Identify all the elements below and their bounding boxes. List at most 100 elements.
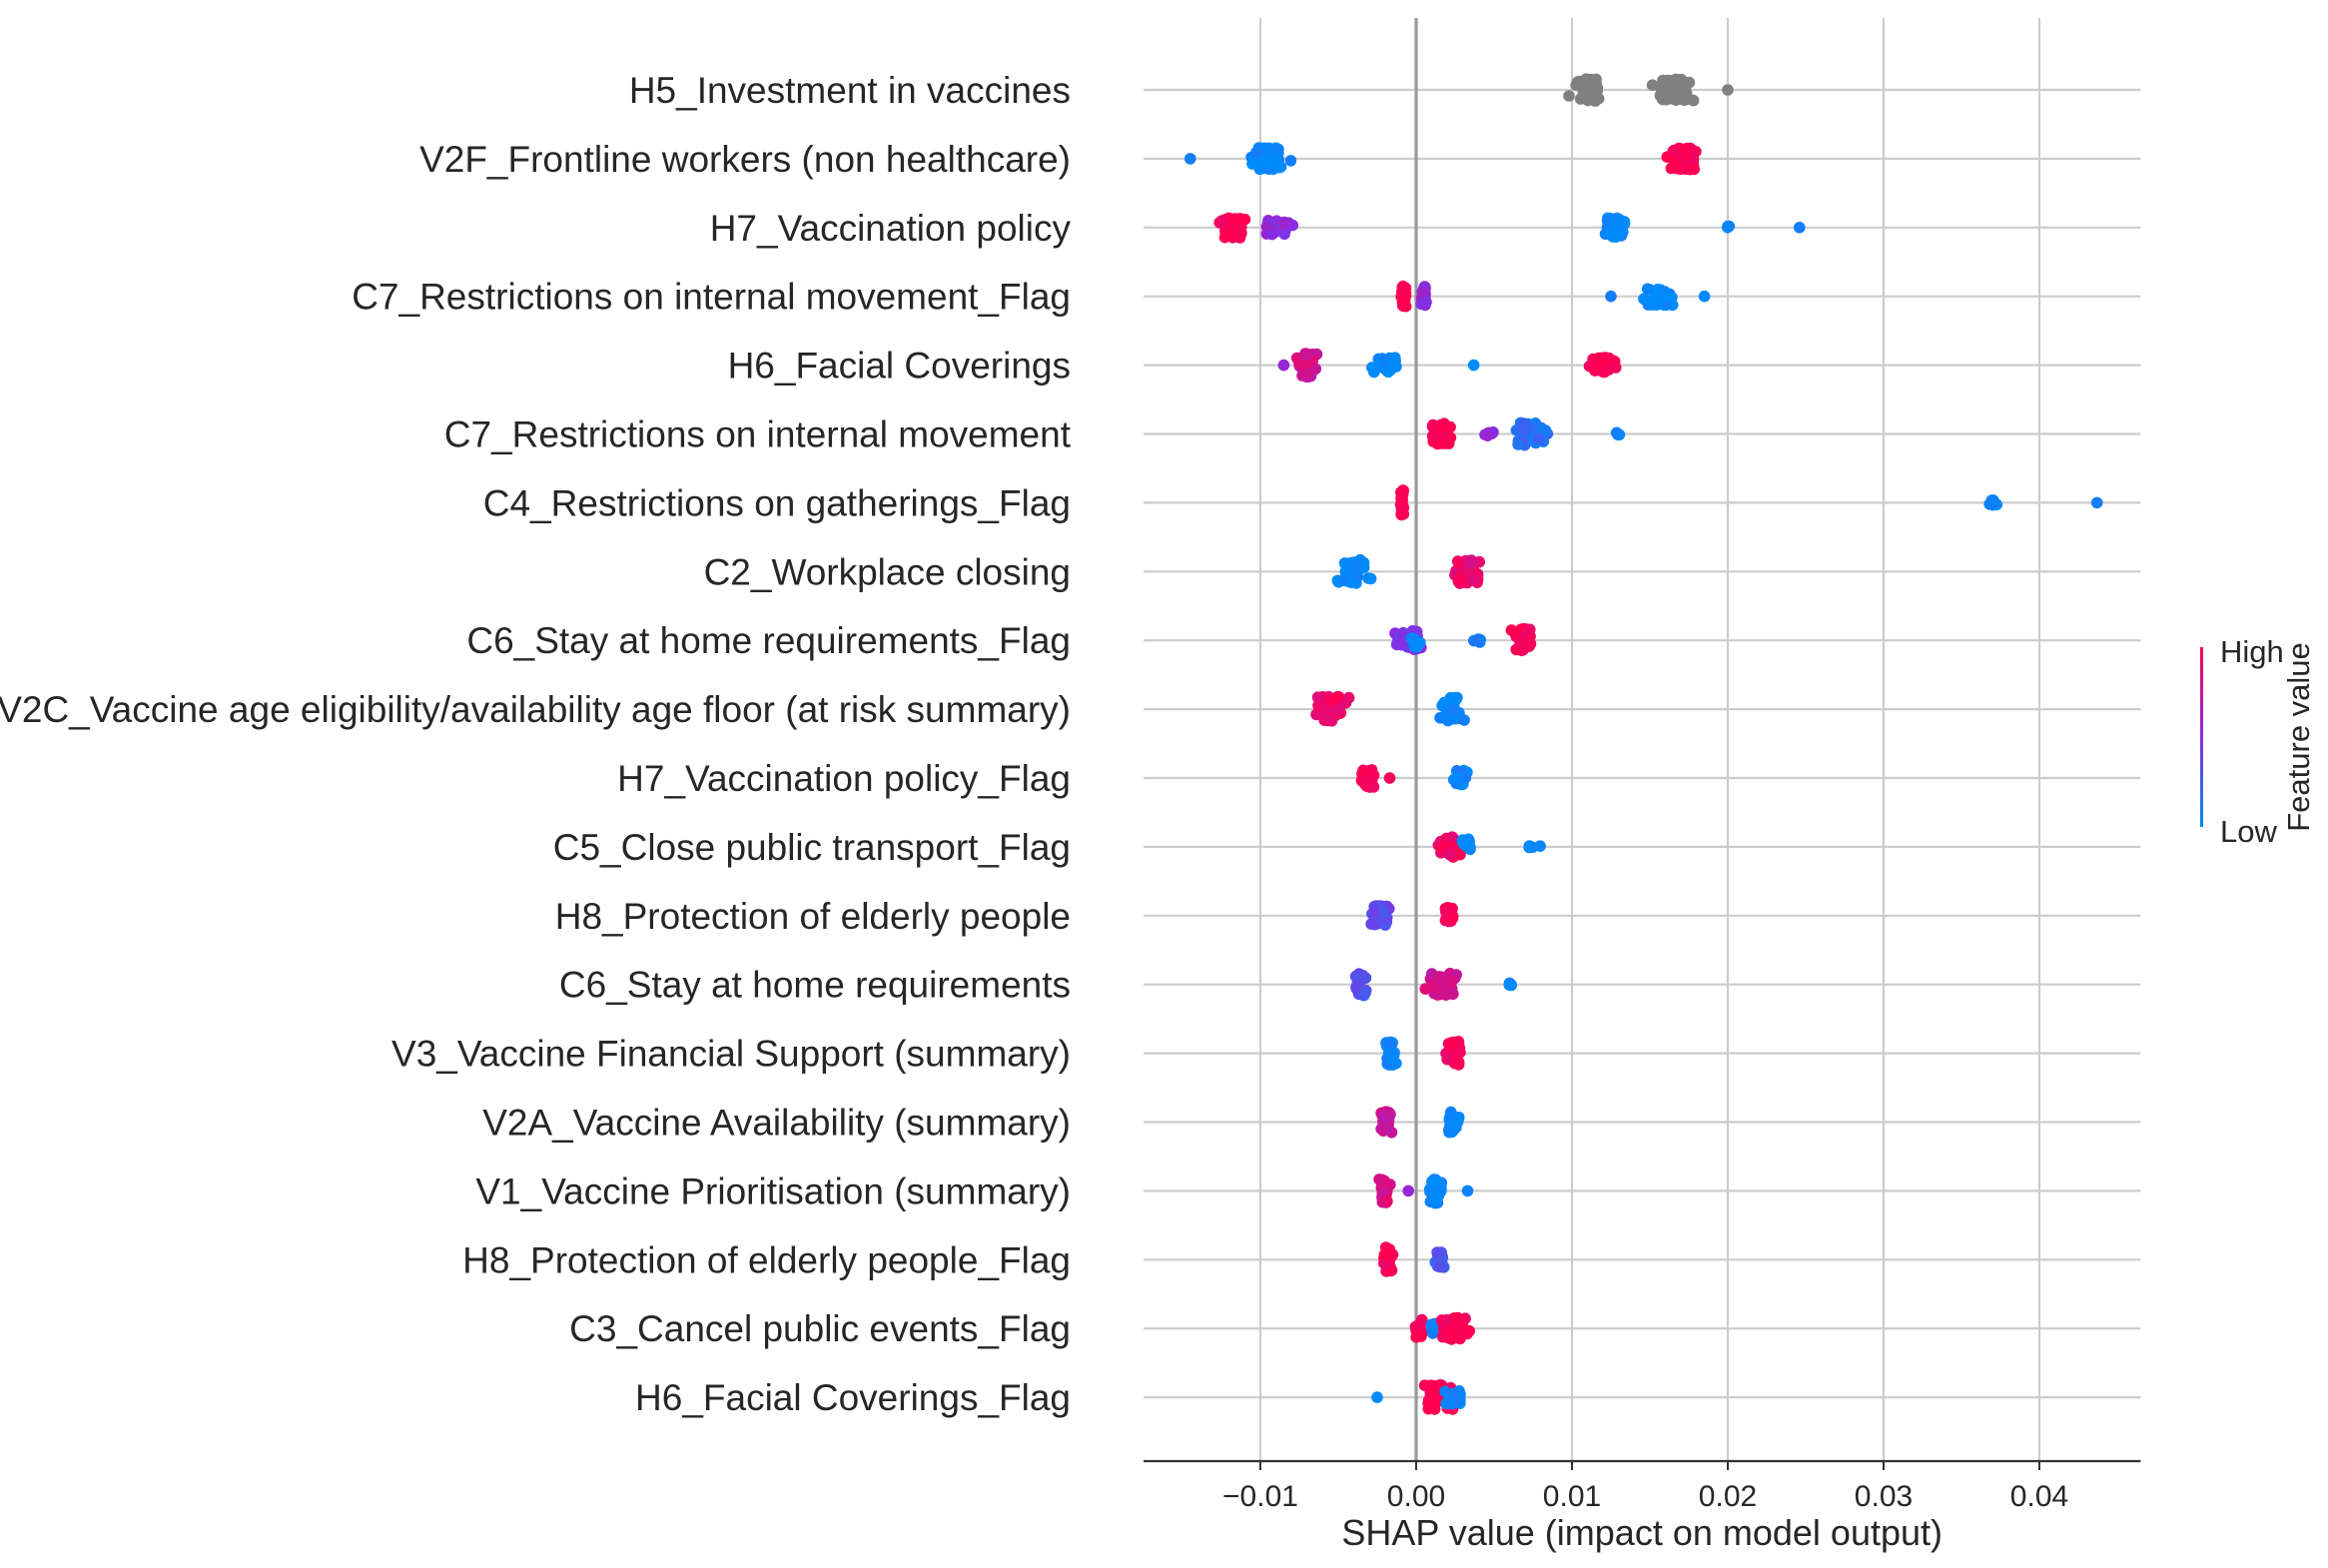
shap-point-8-0-25: [1390, 638, 1403, 651]
shap-point-4-4-37: [1610, 362, 1622, 374]
shap-point-16-3-0: [1461, 1184, 1474, 1197]
shap-point-7-0-43: [1348, 560, 1361, 572]
shap-point-14-1-39: [1441, 1053, 1453, 1066]
shap-point-19-0-0: [1371, 1391, 1383, 1403]
shap-point-2-1-24: [1265, 228, 1278, 241]
shap-point-16-0-33: [1376, 1185, 1389, 1198]
feature-label-7: C2_Workplace closing: [704, 551, 1071, 592]
shap-point-15-1-29: [1449, 1118, 1461, 1131]
shap-point-9-1-41: [1458, 714, 1470, 726]
shap-point-17-1-18: [1433, 1260, 1446, 1273]
shap-point-0-0-51: [1587, 91, 1599, 103]
shap-point-13-0-16: [1349, 970, 1362, 983]
shap-point-7-0-44: [1351, 570, 1363, 583]
shap-point-2-1-16: [1278, 228, 1290, 241]
shap-point-11-1-14: [1460, 837, 1473, 849]
shap-point-5-2-44: [1517, 417, 1530, 429]
x-tick-label-1: 0.00: [1387, 1480, 1445, 1513]
shap-point-4-1-0: [1277, 359, 1290, 372]
shap-point-0-1-69: [1676, 76, 1688, 88]
shap-point-10-0-29: [1361, 774, 1373, 786]
feature-label-8: C6_Stay at home requirements_Flag: [466, 620, 1071, 661]
colorbar-gradient: [2200, 647, 2203, 827]
shap-point-17-0-37: [1379, 1257, 1391, 1270]
x-tick-label-5: 0.04: [2010, 1480, 2068, 1513]
shap-point-12-1-19: [1446, 912, 1459, 925]
feature-label-16: V1_Vaccine Prioritisation (summary): [475, 1171, 1071, 1211]
shap-point-14-1-37: [1451, 1045, 1463, 1057]
shap-point-18-0-13: [1413, 1321, 1425, 1333]
shap-point-8-3-39: [1521, 632, 1534, 644]
feature-label-13: C6_Stay at home requirements: [559, 965, 1071, 1006]
x-axis-title: SHAP value (impact on model output): [1341, 1512, 1942, 1553]
shap-point-19-2-14: [1452, 1395, 1465, 1407]
shap-point-13-1-17: [1419, 983, 1431, 995]
shap-point-3-2-44: [1663, 291, 1675, 303]
shap-point-7-0-39: [1338, 573, 1350, 585]
shap-point-13-0-14: [1359, 972, 1372, 984]
feature-label-2: H7_Vaccination policy: [710, 208, 1072, 249]
shap-point-3-0-25: [1399, 300, 1412, 313]
shap-point-16-2-29: [1431, 1176, 1444, 1188]
shap-point-0-0-32: [1563, 90, 1575, 102]
shap-point-7-0-20: [1362, 572, 1374, 584]
feature-label-10: H7_Vaccination policy_Flag: [617, 758, 1071, 799]
shap-point-6-1-7: [1986, 498, 1999, 511]
feature-label-5: C7_Restrictions on internal movement: [444, 414, 1072, 455]
shap-point-5-0-35: [1431, 437, 1444, 450]
shap-point-18-2-43: [1463, 1324, 1475, 1337]
shap-point-4-2-34: [1388, 360, 1401, 372]
colorbar-high-label: High: [2220, 634, 2284, 669]
shap-point-13-1-48: [1437, 971, 1449, 984]
shap-point-2-0-44: [1229, 228, 1242, 241]
shap-point-2-2-32: [1613, 218, 1626, 231]
shap-point-8-2-7: [1472, 635, 1484, 647]
shap-point-15-0-29: [1377, 1122, 1389, 1134]
shap-point-4-4-39: [1598, 366, 1611, 379]
shap-point-9-0-50: [1311, 691, 1324, 703]
shap-point-2-2-34: [1604, 212, 1616, 225]
shap-point-6-0-34: [1395, 494, 1408, 506]
x-tick-label-4: 0.03: [1855, 1480, 1913, 1513]
feature-label-0: H5_Investment in vaccines: [629, 70, 1071, 111]
shap-point-3-2-43: [1653, 293, 1666, 306]
shap-point-4-3-0: [1467, 359, 1480, 372]
colorbar-low-label: Low: [2220, 814, 2277, 849]
feature-label-3: C7_Restrictions on internal movement_Fla…: [352, 277, 1071, 318]
x-axis: −0.01 0.00 0.01 0.02 0.03 0.04: [1144, 1459, 2141, 1513]
shap-point-11-0-44: [1446, 831, 1458, 843]
shap-point-3-1-17: [1420, 296, 1432, 309]
shap-point-3-2-37: [1638, 293, 1650, 306]
shap-point-5-3-4: [1610, 426, 1623, 439]
shap-point-0-0-49: [1574, 93, 1587, 105]
shap-point-18-1-10: [1426, 1318, 1438, 1331]
shap-point-0-1-65: [1670, 94, 1682, 106]
feature-label-14: V3_Vaccine Financial Support (summary): [391, 1034, 1071, 1075]
feature-labels: H5_Investment in vaccines V2F_Frontline w…: [0, 70, 1072, 1418]
shap-point-0-0-54: [1578, 78, 1591, 91]
shap-point-11-2-4: [1534, 840, 1546, 852]
shap-points: [1184, 73, 2103, 1415]
shap-point-17-1-19: [1431, 1246, 1443, 1258]
shap-point-4-0-37: [1299, 349, 1311, 362]
shap-point-0-2-0: [1722, 84, 1734, 96]
shap-point-10-1-0: [1383, 772, 1396, 784]
shap-point-8-1-9: [1411, 641, 1423, 653]
shap-point-14-1-38: [1445, 1037, 1458, 1049]
shap-point-9-0-54: [1325, 694, 1337, 707]
feature-label-4: H6_Facial Coverings: [728, 346, 1071, 387]
shap-point-9-1-44: [1447, 703, 1459, 716]
shap-point-2-0-43: [1225, 215, 1238, 227]
shap-point-7-1-54: [1453, 574, 1465, 586]
feature-label-19: H6_Facial Coverings_Flag: [635, 1377, 1071, 1418]
feature-label-11: C5_Close public transport_Flag: [553, 827, 1071, 868]
feature-label-17: H8_Protection of elderly people_Flag: [462, 1239, 1071, 1280]
shap-point-1-1-51: [1272, 143, 1284, 156]
shap-point-0-1-63: [1681, 93, 1693, 106]
shap-point-2-4-0: [1794, 222, 1806, 234]
shap-point-18-2-44: [1440, 1313, 1452, 1326]
colorbar-title: Feature value: [2281, 642, 2316, 832]
shap-point-18-2-40: [1445, 1333, 1458, 1345]
x-tick-label-2: 0.01: [1543, 1480, 1601, 1513]
x-tick-label-0: −0.01: [1222, 1480, 1298, 1513]
